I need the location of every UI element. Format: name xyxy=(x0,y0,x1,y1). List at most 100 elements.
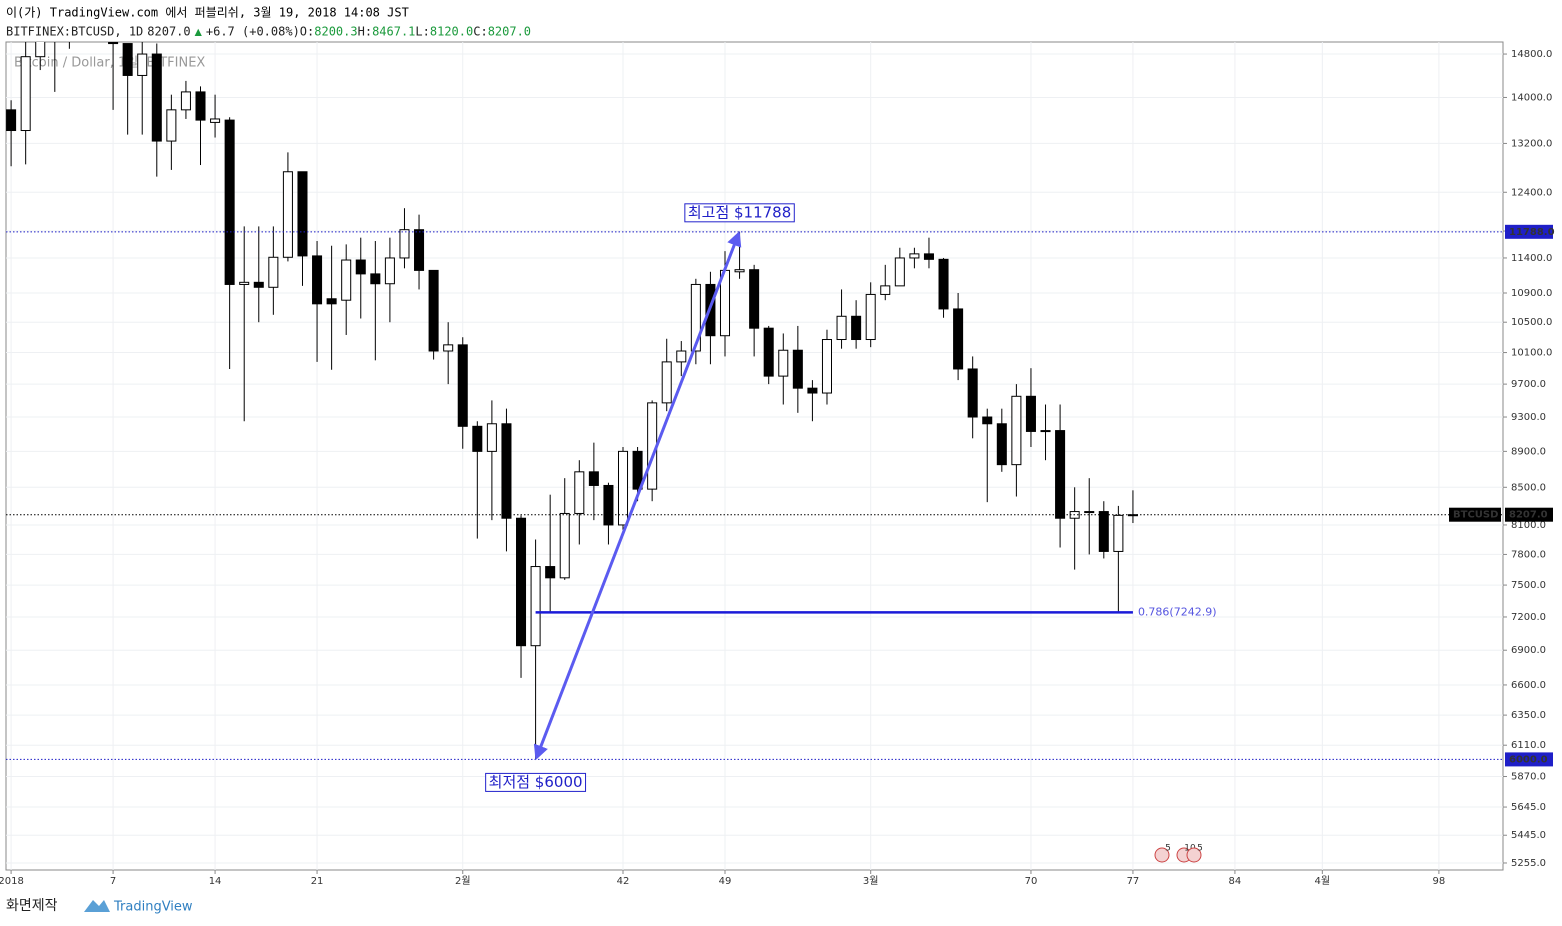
footer-made: 화면제작 xyxy=(6,898,58,914)
y-tick-label: 8500.0 xyxy=(1511,482,1546,493)
candle-body xyxy=(195,91,206,121)
footer-brand[interactable]: TradingView xyxy=(113,900,193,915)
candle-body xyxy=(851,315,862,341)
candle-body xyxy=(210,118,221,123)
y-tick-label: 7500.0 xyxy=(1511,580,1546,591)
candle-body xyxy=(1098,511,1109,552)
y-tick-label: 14800.0 xyxy=(1511,49,1552,60)
x-tick-label: 84 xyxy=(1229,876,1242,887)
y-tick-label: 10500.0 xyxy=(1511,317,1552,328)
y-tick-label: 5255.0 xyxy=(1511,858,1546,869)
ohlc-value: 8200.3 xyxy=(314,25,357,39)
candle-body xyxy=(967,368,978,418)
event-label: 10 xyxy=(1184,844,1196,854)
event-marker xyxy=(1186,847,1202,863)
y-tick-label: 5445.0 xyxy=(1511,830,1546,841)
candle-body xyxy=(676,350,687,363)
y-tick-label: 9300.0 xyxy=(1511,412,1546,423)
callout-text: 최저점 $6000 xyxy=(489,773,583,791)
candle-body xyxy=(370,273,381,285)
x-tick-label: 2018 xyxy=(0,876,24,887)
y-tick-label: 6600.0 xyxy=(1511,680,1546,691)
y-tick-label: 7200.0 xyxy=(1511,612,1546,623)
candle-body xyxy=(108,42,119,45)
tv-logo xyxy=(84,900,110,912)
callout-box xyxy=(684,203,795,223)
candle-body xyxy=(617,450,629,526)
ohlc-value: 8207.0 xyxy=(488,25,531,39)
y-tick-label: 14000.0 xyxy=(1511,92,1552,103)
event-marker xyxy=(1154,847,1170,863)
y-tick-label: 6350.0 xyxy=(1511,710,1546,721)
candle-body xyxy=(326,298,337,305)
candle-body xyxy=(530,566,541,647)
candle-body xyxy=(1025,395,1036,432)
candle-body xyxy=(399,229,410,259)
candle-body xyxy=(122,43,133,76)
plot-frame xyxy=(5,41,1504,871)
candle-body xyxy=(341,259,352,301)
axis-price-box xyxy=(1505,752,1553,767)
candle-body xyxy=(545,566,556,579)
ohlc-key: C: xyxy=(473,25,487,39)
x-tick-label: 21 xyxy=(311,876,324,887)
y-tick-label: 9700.0 xyxy=(1511,379,1546,390)
candle-body xyxy=(982,416,993,425)
drawings: 11788.0 6000.0 BTCUSD 8207.0 0.786(7242.9) 최고… xyxy=(6,203,1555,863)
candle-body xyxy=(282,171,293,258)
candle-body xyxy=(559,512,570,579)
candle-body xyxy=(953,308,964,370)
candle-body xyxy=(6,109,17,132)
candle-body xyxy=(516,517,527,647)
symbol-box xyxy=(1449,507,1501,522)
symbol-legend: BITFINEX:BTCUSD, 1D 8207.0 ▲ +6.7 (+0.08%) O… xyxy=(6,25,531,39)
watermark: Bitcoin / Dollar, 1일, BITFINEX xyxy=(14,56,205,71)
y-tick-label: 13200.0 xyxy=(1511,138,1552,149)
candle-body xyxy=(661,361,672,404)
candle-body xyxy=(151,53,162,142)
y-tick-label: 8100.0 xyxy=(1511,520,1546,531)
axis-price-label: 6000.0 xyxy=(1509,754,1548,765)
candle-body xyxy=(268,256,279,288)
candle-body xyxy=(501,423,512,519)
candle-body xyxy=(443,344,454,352)
candle-body xyxy=(778,349,789,377)
y-tick-label: 6900.0 xyxy=(1511,645,1546,656)
candle-body xyxy=(763,327,774,377)
change: +6.7 (+0.08%) xyxy=(206,25,300,39)
change-arrow: ▲ xyxy=(195,25,203,39)
candle-body xyxy=(1113,514,1124,552)
x-tick-label: 2월 xyxy=(455,875,471,887)
candle-body xyxy=(355,259,366,275)
last-price: 8207.0 xyxy=(147,25,190,39)
candle-body xyxy=(880,285,891,295)
candle-body xyxy=(180,91,191,111)
x-tick-label: 49 xyxy=(719,876,732,887)
ohlc-value: 8467.1 xyxy=(372,25,415,39)
candle-body xyxy=(35,42,46,58)
y-tick-label: 11400.0 xyxy=(1511,253,1552,264)
candle-body xyxy=(239,281,250,285)
x-tick-label: 14 xyxy=(209,876,222,887)
candle-body xyxy=(1055,430,1066,519)
candle-body xyxy=(428,269,439,352)
axis-price-label: 11788.0 xyxy=(1509,227,1555,238)
candle-body xyxy=(603,484,614,526)
event-label: 5 xyxy=(1197,844,1203,854)
axis-price-box xyxy=(1505,507,1553,522)
candle-body xyxy=(457,344,468,427)
candle-body xyxy=(865,293,876,341)
candle-body xyxy=(749,269,760,329)
y-tick-label: 10100.0 xyxy=(1511,348,1552,359)
candle-body xyxy=(807,387,818,394)
candle-body xyxy=(923,253,934,260)
symbol-label: BTCUSD xyxy=(1453,510,1498,521)
y-tick-label: 10900.0 xyxy=(1511,288,1552,299)
candle-body xyxy=(792,349,803,389)
x-tick-label: 3월 xyxy=(863,875,879,887)
x-tick-label: 4월 xyxy=(1315,875,1331,887)
candle-body xyxy=(836,315,847,341)
candle-body xyxy=(384,257,395,285)
x-tick-label: 7 xyxy=(110,876,116,887)
